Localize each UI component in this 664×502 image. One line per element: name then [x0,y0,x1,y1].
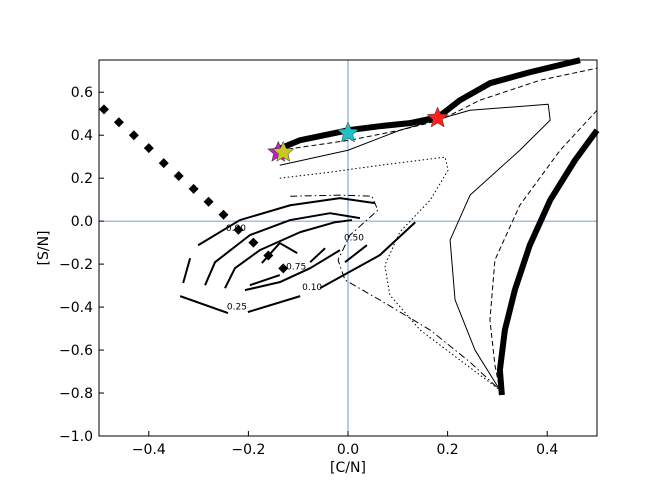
series-line [496,128,600,396]
diamond-marker [98,104,109,115]
y-tick-label: −0.2 [59,257,93,273]
diamond-marker [248,237,259,248]
diamond-marker [263,250,274,261]
diamond-marker [233,224,244,235]
y-tick-label: −0.4 [59,300,93,316]
y-axis-label: [S/N] [36,231,52,266]
star-marker [336,121,360,143]
series-line [204,212,368,286]
series-line [274,57,581,154]
x-tick-label: −0.2 [231,442,265,458]
y-tick-label: 0.4 [71,128,93,144]
series-line [279,156,501,391]
y-tick-label: 0.6 [71,85,93,101]
series-line [290,194,501,391]
x-tick-label: −0.4 [132,442,166,458]
contour-label: 0.25 [227,303,247,313]
x-tick-label: 0.0 [337,442,359,458]
x-tick-label: 0.2 [436,442,458,458]
series-line [224,219,353,292]
contour-label: 0.90 [226,224,246,234]
y-tick-label: −0.8 [59,386,93,402]
y-tick-label: −1.0 [59,429,93,445]
contour-label: 0.50 [344,234,364,244]
diamond-marker [203,196,214,207]
star-marker [272,140,295,162]
series-line [279,103,551,391]
contour-label: 0.75 [286,263,306,273]
diamond-marker [278,263,289,274]
diamond-marker [143,143,154,154]
diamond-marker [188,183,199,194]
diamond-marker [173,171,184,182]
y-tick-label: 0.2 [71,171,93,187]
diamond-marker [128,130,139,141]
contour-label: 0.10 [302,283,322,293]
y-tick-label: −0.6 [59,343,93,359]
diamond-marker [158,158,169,169]
series-line [179,197,416,315]
x-tick-label: 0.4 [536,442,558,458]
diamond-marker [113,117,124,128]
star-marker [426,106,449,128]
y-tick-label: 0.0 [71,214,93,230]
diamond-marker [218,209,229,220]
x-axis-label: [C/N] [330,460,366,476]
